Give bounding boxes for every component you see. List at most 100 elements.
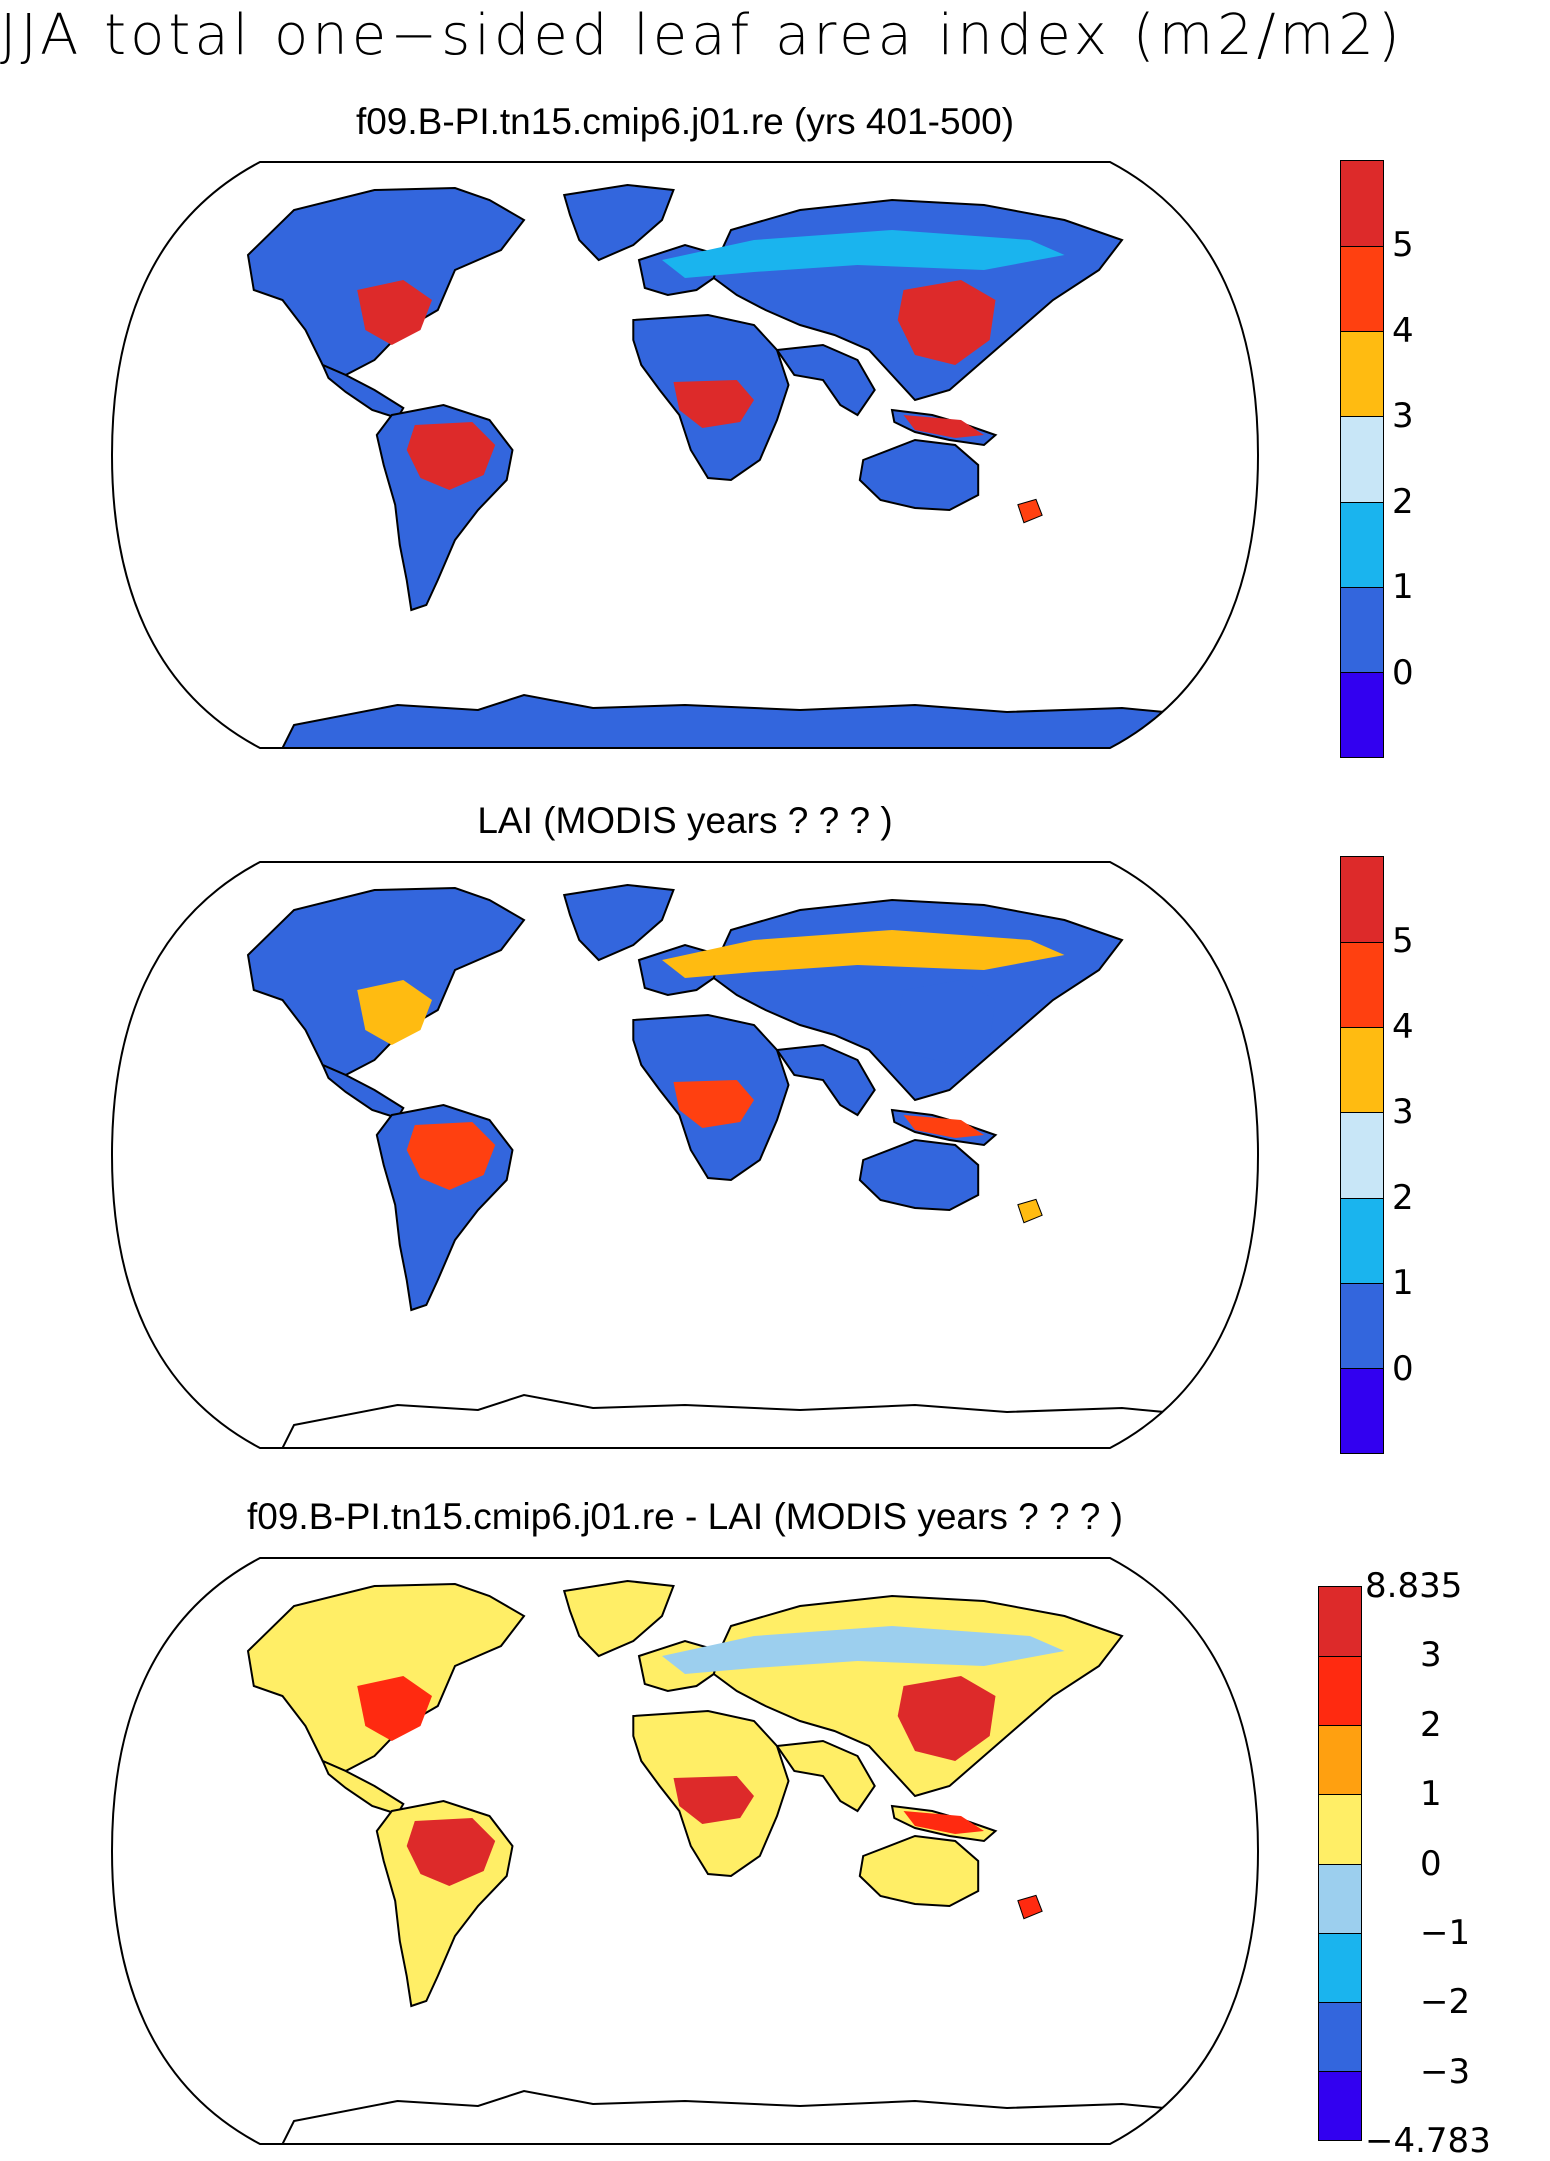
colorbar-segment [1341,416,1383,502]
colorbar-label: −2 [1420,1982,1471,2023]
central-africa-field [673,1776,754,1824]
panel-2-title: LAI (MODIS years ? ? ? ) [477,800,893,841]
colorbar-separator [1341,501,1383,503]
colorbar-label: 0 [1420,1843,1442,1884]
australia-land [858,1834,980,1908]
panel-2-map [110,861,1260,1449]
colorbar-segment [1341,161,1383,247]
east-asia-field [897,980,996,1065]
tropical-south-america-field [406,422,496,490]
colorbar-segment [1341,1027,1383,1113]
colorbar-separator [1319,2001,1361,2003]
central-africa-field [673,380,754,428]
colorbar-separator [1319,1932,1361,1934]
new-zealand-field [1018,1896,1042,1918]
colorbar-label: 1 [1392,1263,1414,1304]
antarctica-land [280,693,1258,748]
east-asia-field [897,1676,996,1761]
colorbar-segment [1341,1367,1383,1453]
colorbar-separator [1341,671,1383,673]
arabia-india-land [775,1739,876,1813]
north-america-land [246,1582,526,1773]
eastern-north-america-field [357,1676,432,1741]
tropical-south-america-field [406,1122,496,1190]
colorbar-label: 3 [1420,1635,1442,1676]
panel-3-map [110,1557,1260,2145]
colorbar-label: 1 [1420,1774,1442,1815]
new-zealand-field [1018,1200,1042,1222]
map-frame [110,861,1260,1449]
australia-land [858,1138,980,1212]
colorbar-label: 5 [1392,225,1414,266]
panel-2-colorbar-labels: 0 1 2 3 4 5 [1392,856,1512,1454]
colorbar-label: −4.783 [1365,2121,1491,2161]
map-frame [110,161,1260,749]
colorbar-separator [1341,1027,1383,1029]
colorbar-label: 3 [1392,1092,1414,1133]
arabia-india-land [775,343,876,417]
map-frame [110,1557,1260,2145]
panel-2-colorbar [1340,856,1384,1454]
panel-1-colorbar [1340,160,1384,758]
greenland-land [562,883,675,962]
colorbar-label: 0 [1392,652,1414,693]
maritime-continent-field [903,415,984,438]
antarctica-outline [280,1393,1258,1448]
colorbar-segment [1341,501,1383,587]
colorbar-label: −3 [1420,2051,1471,2092]
panel-3-colorbar [1318,1586,1362,2141]
colorbar-label: 8.835 [1365,1566,1463,1606]
colorbar-segment [1341,586,1383,672]
colorbar-separator [1341,1282,1383,1284]
panel-3-colorbar-labels: 8.835 3 2 1 0 −1 −2 −3 −4.783 [1365,1566,1515,2161]
colorbar-segment [1341,857,1383,943]
panel-3-title: f09.B-PI.tn15.cmip6.j01.re - LAI (MODIS … [246,1496,1123,1537]
maritime-continent-field [903,1811,984,1834]
colorbar-segment [1319,1656,1361,1726]
colorbar-segment [1341,246,1383,332]
colorbar-segment [1319,2001,1361,2071]
colorbar-segment [1341,942,1383,1028]
central-africa-field [673,1080,754,1128]
new-zealand-field [1018,500,1042,522]
tropical-south-america-field [406,1818,496,1886]
colorbar-segment [1341,1112,1383,1198]
colorbar-label: 3 [1392,396,1414,437]
colorbar-segment [1319,1794,1361,1864]
north-america-land [246,186,526,377]
antarctica-outline [280,2089,1258,2144]
colorbar-separator [1341,1112,1383,1114]
colorbar-separator [1341,416,1383,418]
colorbar-label: 4 [1392,310,1414,351]
colorbar-separator [1319,1794,1361,1796]
colorbar-segment [1341,671,1383,757]
land-layer [246,1579,1258,2144]
panel-1-map [110,161,1260,749]
colorbar-segment [1319,1587,1361,1657]
eastern-north-america-field [357,280,432,345]
panel-1-title: f09.B-PI.tn15.cmip6.j01.re (yrs 401-500) [355,101,1015,142]
colorbar-segment [1319,1725,1361,1795]
colorbar-separator [1319,2070,1361,2072]
colorbar-segment [1319,1863,1361,1933]
panel-1-colorbar-labels: 0 1 2 3 4 5 [1392,160,1512,758]
colorbar-segment [1341,331,1383,417]
colorbar-label: 2 [1420,1704,1442,1745]
colorbar-separator [1319,1656,1361,1658]
colorbar-segment [1319,1932,1361,2002]
maritime-continent-field [903,1115,984,1138]
colorbar-label: 0 [1392,1348,1414,1389]
arabia-india-land [775,1043,876,1117]
east-asia-field [897,280,996,365]
north-america-land [246,886,526,1077]
australia-land [858,438,980,512]
figure-title: JJA total one−sided leaf area index (m2/… [0,3,1404,68]
boreal-belt-field [662,230,1065,278]
land-layer [246,183,1258,748]
colorbar-separator [1341,1197,1383,1199]
colorbar-separator [1341,246,1383,248]
boreal-belt-field [662,930,1065,978]
greenland-land [562,183,675,262]
greenland-land [562,1579,675,1658]
colorbar-label: 5 [1392,921,1414,962]
